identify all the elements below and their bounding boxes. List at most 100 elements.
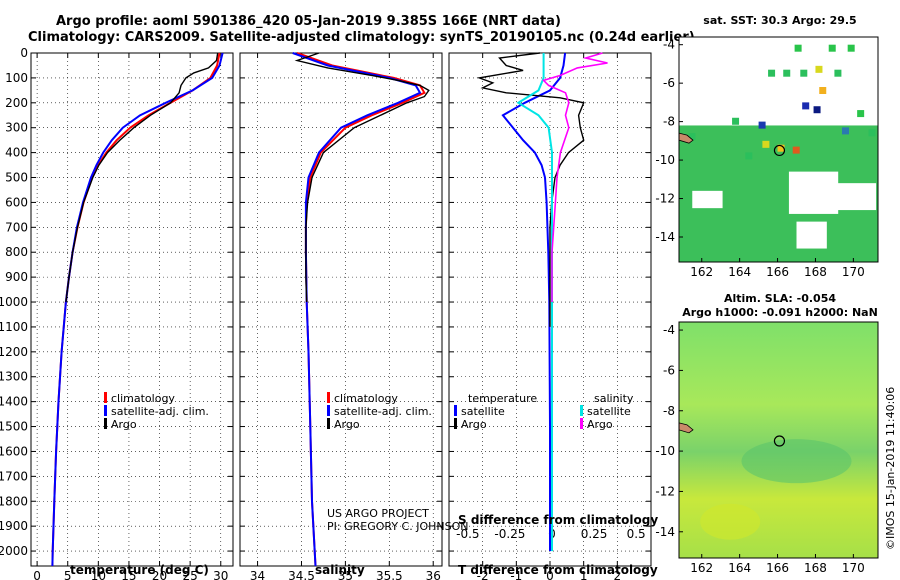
- sla-high-anomaly: [700, 503, 761, 540]
- map-lat-label: -12: [655, 484, 675, 498]
- x-tick-label: 25: [183, 569, 198, 580]
- s-tick-label: 0.5: [627, 527, 646, 541]
- map-lat-label: -14: [655, 525, 675, 539]
- x-tick-label: 0: [33, 569, 41, 580]
- y-tick-label: 1400: [0, 395, 28, 409]
- x-tick-label: 36: [426, 569, 441, 580]
- sst-pixel: [783, 69, 791, 77]
- legend-label: satellite-adj. clim.: [111, 405, 209, 418]
- y-tick-label: 1500: [0, 420, 28, 434]
- sst-pixel: [802, 102, 810, 110]
- x-tick-label: 35: [338, 569, 353, 580]
- legend-swatch-blue: [454, 405, 457, 416]
- series-sal-satellite: [292, 52, 422, 567]
- map-lat-label: -8: [663, 404, 675, 418]
- plot-title-line1: Argo profile: aoml 5901386_420 05-Jan-20…: [56, 14, 561, 29]
- legend-item-climatology: climatology: [327, 392, 432, 405]
- x-tick-label: 15: [121, 569, 136, 580]
- sal-legend: climatology satellite-adj. clim. Argo: [327, 392, 432, 431]
- map-lat-label: -14: [655, 230, 675, 244]
- y-tick-label: 600: [5, 195, 28, 209]
- x-tick-label: -2: [477, 569, 489, 580]
- series-sal-argo: [294, 52, 430, 303]
- y-tick-label: 1100: [0, 320, 28, 334]
- imos-credit: ©IMOS 15-Jan-2019 11:40:06: [884, 386, 897, 550]
- sst-map-frame: [678, 36, 879, 263]
- map-lon-label: 162: [690, 561, 713, 575]
- map-lon-label: 170: [842, 561, 865, 575]
- y-tick-label: 1700: [0, 469, 28, 483]
- sst-argo-location-marker: [773, 144, 786, 157]
- legend-item-t-argo: Argo: [454, 418, 537, 431]
- y-tick-label: 100: [5, 71, 28, 85]
- map-lat-label: -10: [655, 444, 675, 458]
- x-tick-label: 10: [91, 569, 106, 580]
- sst-pixel: [794, 44, 802, 52]
- legend-label: Argo: [587, 418, 613, 431]
- sla-map-frame: [678, 321, 879, 559]
- x-tick-label: 34: [250, 569, 265, 580]
- sst-gap: [788, 171, 839, 214]
- map-lat-label: -12: [655, 192, 675, 206]
- legend-item-argo: Argo: [104, 418, 209, 431]
- series-tdiff-argo: [476, 52, 585, 327]
- x-tick-label: -1: [510, 569, 522, 580]
- map-lon-label: 170: [842, 265, 865, 279]
- map-lat-label: -10: [655, 153, 675, 167]
- temperature-axis-label: temperature (deg C): [70, 563, 209, 577]
- map-lon-label: 164: [728, 561, 751, 575]
- y-tick-label: 200: [5, 96, 28, 110]
- legend-item-satellite: satellite-adj. clim.: [104, 405, 209, 418]
- legend-label: climatology: [334, 392, 398, 405]
- y-tick-label: 1900: [0, 519, 28, 533]
- legend-swatch-black: [327, 418, 330, 429]
- legend-item-climatology: climatology: [104, 392, 209, 405]
- s-tick-label: -0.25: [494, 527, 525, 541]
- salinity-axis-label: salinity: [315, 563, 365, 577]
- legend-label: climatology: [111, 392, 175, 405]
- sst-pixel: [819, 87, 827, 94]
- temp-legend: climatology satellite-adj. clim. Argo: [104, 392, 209, 431]
- legend-swatch-red: [327, 392, 330, 403]
- y-tick-label: 300: [5, 121, 28, 135]
- legend-label: Argo: [111, 418, 137, 431]
- sst-pixel: [777, 144, 785, 152]
- map-lat-label: -6: [663, 76, 675, 90]
- legend-swatch-black: [104, 418, 107, 429]
- sst-gap: [830, 183, 877, 211]
- legend-label: Argo: [334, 418, 360, 431]
- y-tick-label: 900: [5, 270, 28, 284]
- legend-heading: temperature: [468, 392, 538, 405]
- sla-argo-location-marker: [773, 435, 786, 447]
- y-tick-label: 400: [5, 146, 28, 160]
- diff-legend-salinity: salinity satellite Argo: [580, 392, 633, 431]
- y-tick-label: 1300: [0, 370, 28, 384]
- legend-swatch-magenta: [580, 418, 583, 429]
- sst-pixel: [841, 127, 849, 135]
- sst-pixel: [762, 140, 770, 148]
- map-lon-label: 168: [804, 561, 827, 575]
- y-tick-label: 2000: [0, 544, 28, 558]
- diff-legend-temperature: temperature satellite Argo: [454, 392, 537, 431]
- sla-low-anomaly: [741, 439, 852, 484]
- map-lon-label: 166: [766, 561, 789, 575]
- legend-swatch-red: [104, 392, 107, 403]
- s-tick-label: 0.25: [581, 527, 608, 541]
- sst-gap: [796, 221, 827, 249]
- legend-label: Argo: [461, 418, 487, 431]
- sst-pixel: [828, 44, 836, 52]
- sla-map-title-line1: Altim. SLA: -0.054: [723, 292, 837, 305]
- y-tick-label: 1200: [0, 345, 28, 359]
- x-tick-label: 1: [580, 569, 588, 580]
- sst-pixel: [815, 65, 823, 73]
- y-tick-label: 1600: [0, 444, 28, 458]
- series-tdiff-satellite: [501, 52, 567, 552]
- sst-pixel: [868, 129, 876, 137]
- sst-pixel: [847, 44, 855, 52]
- legend-heading: salinity: [594, 392, 634, 405]
- legend-swatch-blue: [327, 405, 330, 416]
- s-difference-axis-label: S difference from climatology: [458, 513, 659, 527]
- plot-frame-1: [239, 52, 443, 567]
- sst-gap: [692, 190, 723, 209]
